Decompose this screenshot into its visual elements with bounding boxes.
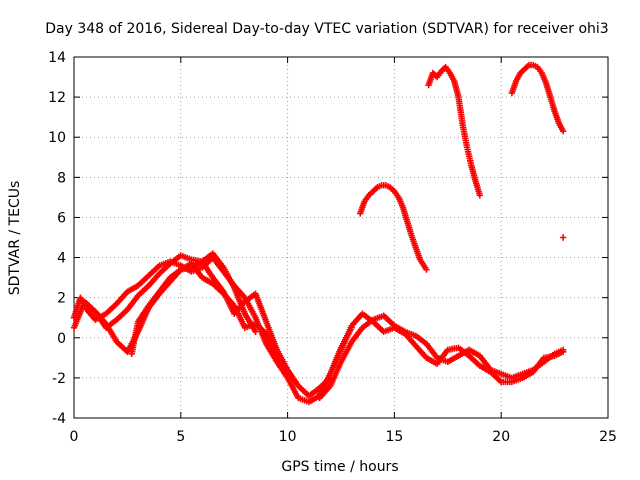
y-tick-label: -2 [52, 371, 66, 387]
x-tick-label: 10 [279, 429, 297, 445]
x-tick-label: 20 [492, 429, 510, 445]
axis-ticks [73, 56, 609, 419]
data-point [559, 128, 567, 135]
y-tick-label: 10 [48, 130, 66, 146]
data-point [559, 234, 567, 241]
x-tick-label: 25 [599, 429, 617, 445]
y-tick-label: 14 [48, 50, 66, 66]
y-tick-label: 4 [57, 251, 66, 267]
x-tick-label: 0 [70, 429, 79, 445]
series-arc-f [316, 310, 567, 398]
series-arc-c [92, 260, 291, 378]
chart-title: Day 348 of 2016, Sidereal Day-to-day VTE… [45, 21, 608, 37]
y-tick-label: 6 [57, 210, 66, 226]
x-tick-label: 15 [385, 429, 403, 445]
data-point [476, 192, 484, 199]
tick-labels: 0 5 10 15 20 25 -4 -2 0 2 4 6 8 10 12 14 [48, 50, 617, 445]
y-tick-label: 0 [57, 331, 66, 347]
y-tick-label: 8 [57, 170, 66, 186]
x-tick-label: 5 [176, 429, 185, 445]
data-point [559, 348, 567, 356]
data-point [252, 328, 259, 335]
x-axis-title: GPS time / hours [281, 459, 398, 475]
data-marks [70, 61, 567, 406]
y-tick-label: 12 [48, 90, 66, 106]
series-arc-h [425, 63, 484, 199]
series-arc-d [128, 250, 259, 358]
y-tick-label: -4 [52, 411, 66, 427]
plot-frame [73, 56, 609, 419]
series-isolated [559, 234, 567, 241]
y-tick-label: 2 [57, 291, 66, 307]
series-arc-i [508, 61, 567, 135]
data-point [284, 370, 291, 378]
y-axis-title: SDTVAR / TECUs [7, 181, 23, 296]
data-point [423, 266, 430, 273]
series-arc-g [357, 182, 430, 273]
